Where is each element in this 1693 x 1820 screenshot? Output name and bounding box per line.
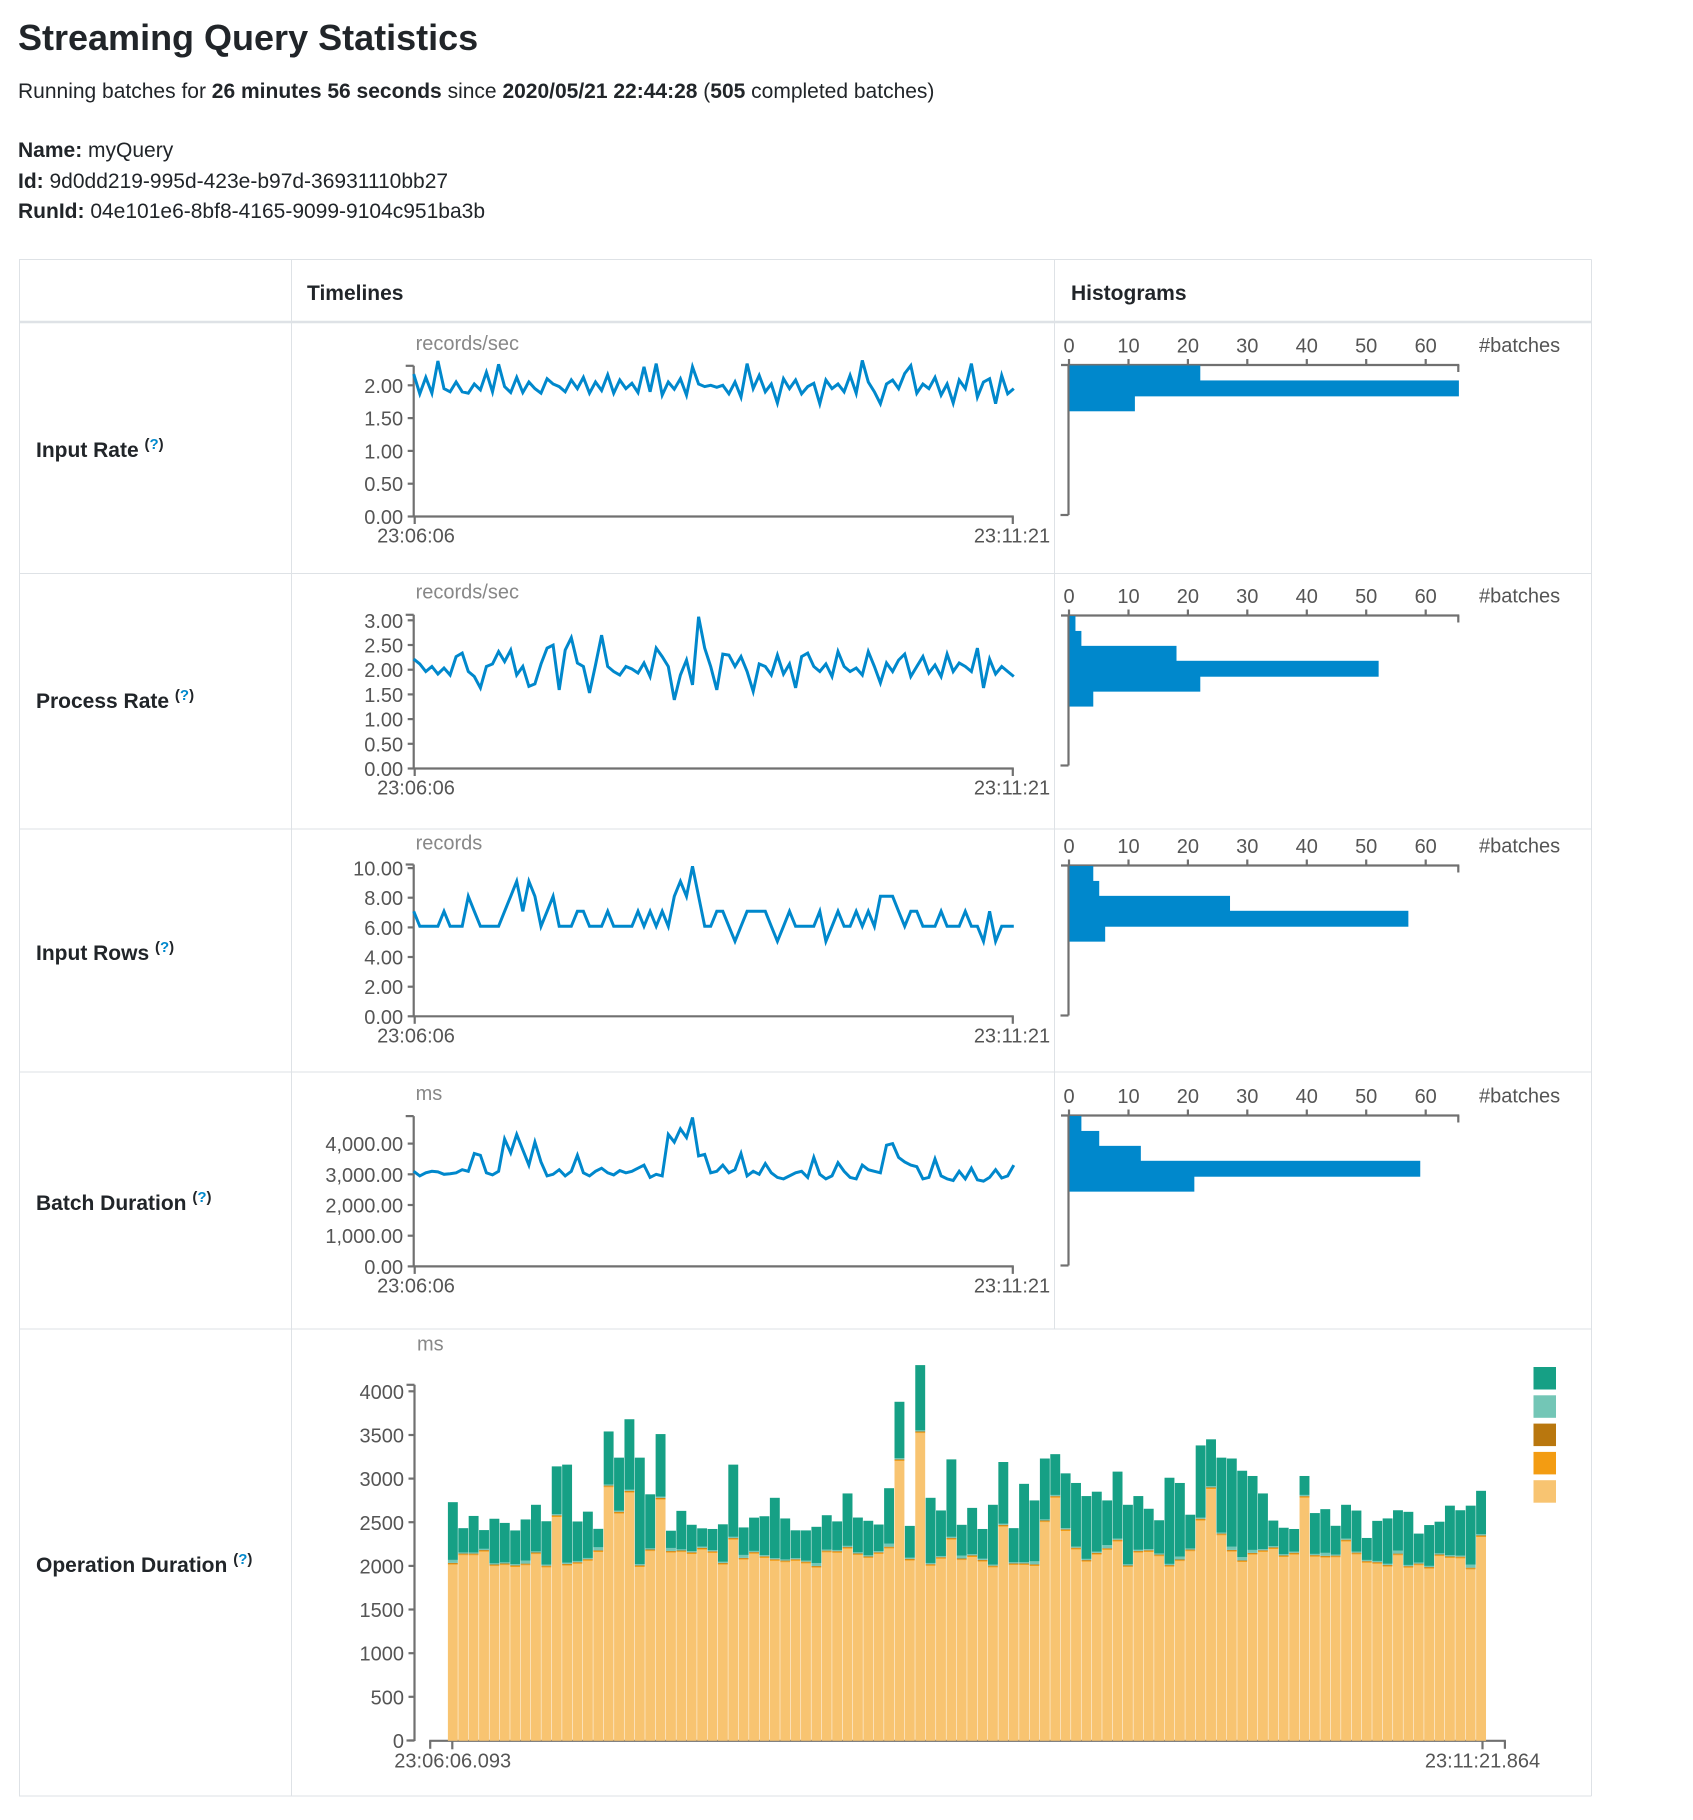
svg-text:2000: 2000 (360, 1556, 405, 1578)
svg-text:0: 0 (1063, 1086, 1074, 1108)
svg-text:records/sec: records/sec (416, 333, 519, 355)
svg-text:30: 30 (1236, 336, 1258, 358)
svg-text:20: 20 (1177, 1086, 1199, 1108)
svg-text:40: 40 (1296, 586, 1318, 608)
svg-text:records/sec: records/sec (416, 582, 519, 604)
svg-text:10: 10 (1117, 1086, 1139, 1108)
svg-text:#batches: #batches (1479, 1086, 1560, 1108)
svg-text:23:11:21: 23:11:21 (974, 526, 1050, 548)
svg-text:40: 40 (1296, 1086, 1318, 1108)
svg-text:4000: 4000 (360, 1382, 405, 1404)
svg-text:23:06:06: 23:06:06 (377, 1275, 455, 1297)
svg-text:0.00: 0.00 (364, 1257, 403, 1279)
svg-text:23:11:21.864: 23:11:21.864 (1425, 1751, 1540, 1773)
svg-text:2.00: 2.00 (364, 376, 403, 398)
svg-text:2.00: 2.00 (364, 660, 403, 682)
svg-text:#batches: #batches (1479, 586, 1560, 608)
svg-text:50: 50 (1355, 1086, 1377, 1108)
svg-text:1000: 1000 (360, 1644, 405, 1666)
svg-text:20: 20 (1177, 336, 1199, 358)
svg-text:30: 30 (1236, 1086, 1258, 1108)
svg-text:500: 500 (371, 1687, 404, 1709)
svg-text:23:06:06: 23:06:06 (377, 778, 455, 800)
svg-text:10: 10 (1117, 586, 1139, 608)
svg-text:2,000.00: 2,000.00 (325, 1196, 403, 1218)
svg-text:1.50: 1.50 (364, 409, 403, 431)
svg-text:0: 0 (1063, 586, 1074, 608)
svg-text:23:11:21: 23:11:21 (974, 1025, 1050, 1047)
svg-text:0.00: 0.00 (364, 507, 403, 529)
svg-text:0.00: 0.00 (364, 1007, 403, 1029)
svg-text:2.00: 2.00 (364, 977, 403, 999)
svg-text:20: 20 (1177, 586, 1199, 608)
svg-text:2500: 2500 (360, 1513, 405, 1535)
svg-text:1500: 1500 (360, 1600, 405, 1622)
svg-text:60: 60 (1415, 836, 1437, 858)
svg-text:1.50: 1.50 (364, 685, 403, 707)
svg-text:30: 30 (1236, 836, 1258, 858)
svg-text:20: 20 (1177, 836, 1199, 858)
svg-text:3.00: 3.00 (364, 611, 403, 633)
svg-text:1.00: 1.00 (364, 710, 403, 732)
svg-text:1,000.00: 1,000.00 (325, 1226, 403, 1248)
svg-text:23:06:06: 23:06:06 (377, 526, 455, 548)
svg-text:3000: 3000 (360, 1469, 405, 1491)
svg-text:50: 50 (1355, 586, 1377, 608)
svg-text:1.00: 1.00 (364, 441, 403, 463)
svg-text:60: 60 (1415, 586, 1437, 608)
svg-text:40: 40 (1296, 836, 1318, 858)
svg-text:60: 60 (1415, 336, 1437, 358)
svg-text:8.00: 8.00 (364, 888, 403, 910)
svg-text:50: 50 (1355, 836, 1377, 858)
svg-text:60: 60 (1415, 1086, 1437, 1108)
svg-text:0: 0 (393, 1731, 404, 1753)
svg-text:0.50: 0.50 (364, 734, 403, 756)
svg-text:6.00: 6.00 (364, 918, 403, 940)
svg-text:10: 10 (1117, 836, 1139, 858)
svg-text:23:11:21: 23:11:21 (974, 778, 1050, 800)
svg-text:0.00: 0.00 (364, 759, 403, 781)
svg-text:2.50: 2.50 (364, 636, 403, 658)
svg-text:ms: ms (416, 1083, 443, 1105)
svg-text:4.00: 4.00 (364, 948, 403, 970)
svg-text:10.00: 10.00 (353, 859, 403, 881)
svg-text:30: 30 (1236, 586, 1258, 608)
svg-text:4,000.00: 4,000.00 (325, 1134, 403, 1156)
svg-text:50: 50 (1355, 336, 1377, 358)
svg-text:40: 40 (1296, 336, 1318, 358)
svg-text:0: 0 (1063, 336, 1074, 358)
svg-text:3,000.00: 3,000.00 (325, 1165, 403, 1187)
svg-text:23:06:06.093: 23:06:06.093 (394, 1751, 511, 1773)
svg-text:#batches: #batches (1479, 335, 1560, 357)
svg-text:ms: ms (417, 1334, 444, 1356)
svg-text:0: 0 (1063, 836, 1074, 858)
svg-text:#batches: #batches (1479, 836, 1560, 858)
svg-text:10: 10 (1117, 336, 1139, 358)
svg-text:23:06:06: 23:06:06 (377, 1025, 455, 1047)
svg-text:records: records (416, 833, 483, 855)
svg-text:0.50: 0.50 (364, 474, 403, 496)
svg-text:23:11:21: 23:11:21 (974, 1275, 1050, 1297)
svg-text:3500: 3500 (360, 1426, 405, 1448)
